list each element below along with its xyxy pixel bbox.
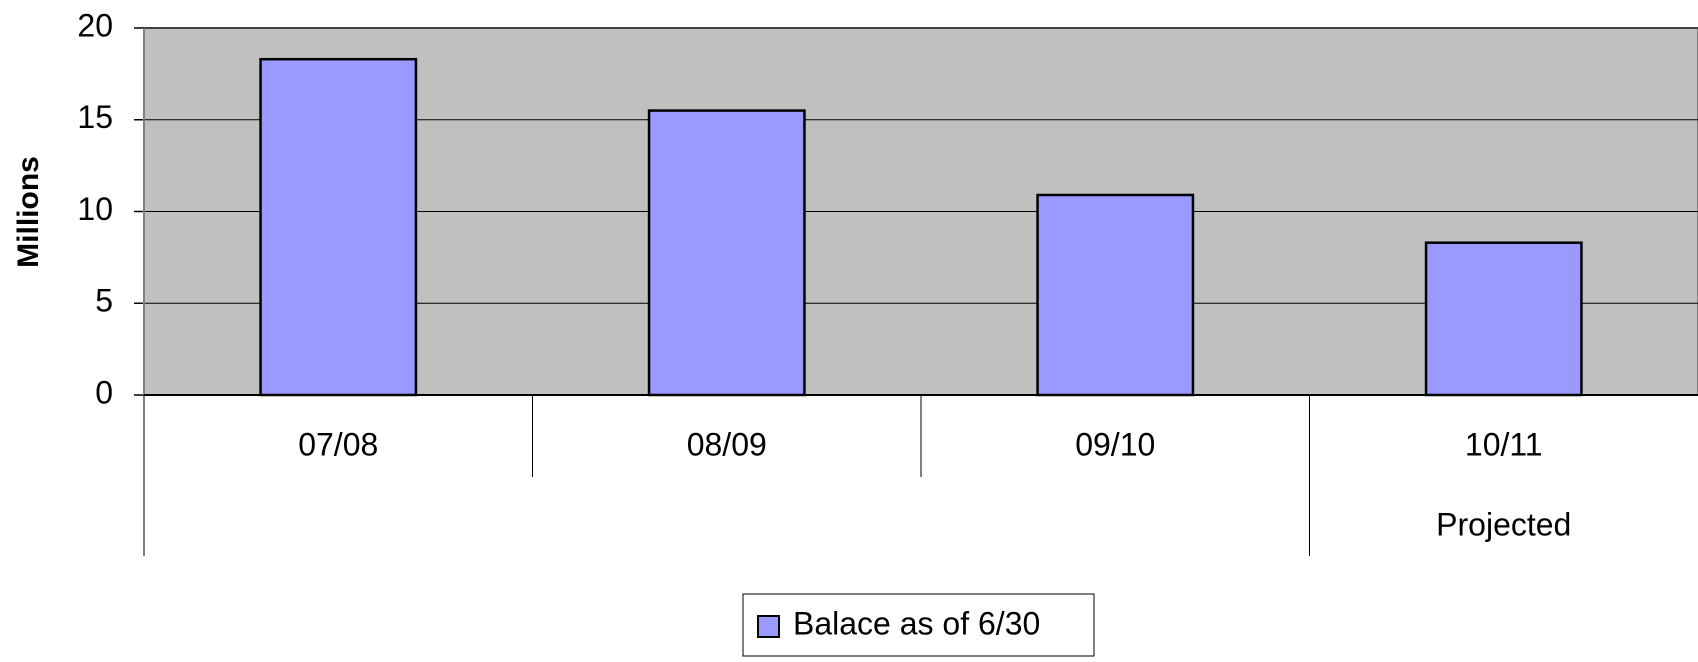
x-tick-label: 08/09 (687, 426, 767, 462)
bar (647, 109, 806, 397)
category-group-label: Projected (1436, 506, 1571, 542)
legend-swatch (757, 615, 780, 638)
y-tick-label: 0 (95, 374, 113, 410)
x-tick-label: 07/08 (298, 426, 378, 462)
y-tick-label: 15 (77, 99, 113, 135)
bar (1424, 241, 1583, 397)
y-tick-label: 20 (77, 7, 113, 43)
y-tick-label: 5 (95, 283, 113, 319)
legend-label: Balace as of 6/30 (793, 605, 1040, 641)
bar (259, 57, 418, 397)
x-tick-label: 10/11 (1465, 426, 1543, 462)
legend (742, 593, 1095, 657)
x-tick-label: 09/10 (1075, 426, 1155, 462)
y-axis-label: Millions (12, 156, 45, 268)
y-tick-label: 10 (77, 191, 113, 227)
bar (1036, 193, 1195, 397)
